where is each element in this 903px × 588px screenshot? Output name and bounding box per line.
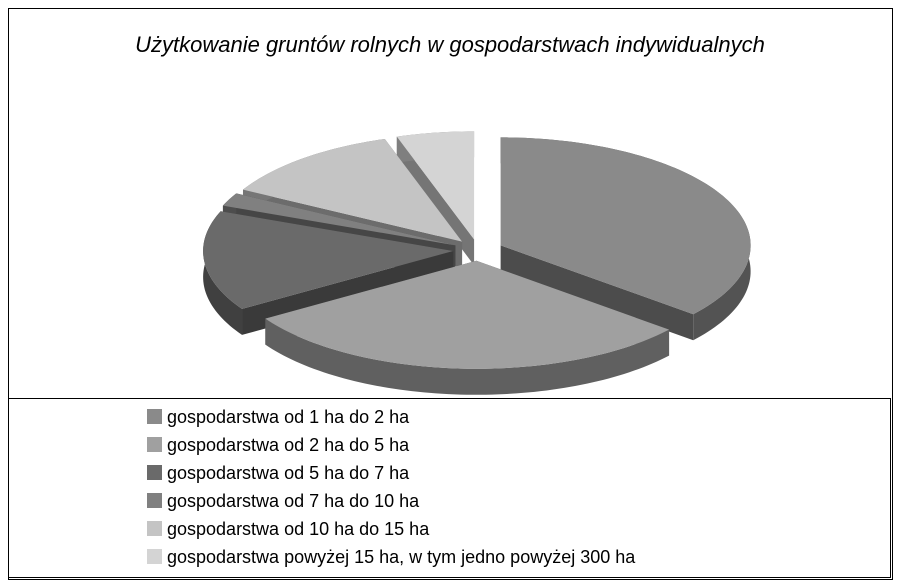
pie-slice: [242, 138, 463, 242]
legend-entry: gospodarstwa od 1 ha do 2 ha: [147, 405, 409, 429]
legend-swatch: [147, 493, 162, 508]
legend-swatch: [147, 437, 162, 452]
slice-wall: [265, 318, 670, 395]
chart-title: Użytkowanie gruntów rolnych w gospodarst…: [135, 32, 765, 57]
legend-swatch: [147, 409, 162, 424]
slice-side: [500, 245, 694, 341]
legend-swatch: [147, 465, 162, 480]
legend-entry: gospodarstwa od 2 ha do 5 ha: [147, 433, 409, 457]
legend-entry: gospodarstwa powyżej 15 ha, w tym jedno …: [147, 545, 635, 569]
legend-label: gospodarstwa od 2 ha do 5 ha: [167, 435, 410, 455]
legend-label: gospodarstwa od 7 ha do 10 ha: [167, 491, 420, 511]
pie-slice: [265, 260, 670, 369]
pie-slice: [203, 211, 454, 309]
legend-entry: gospodarstwa od 5 ha do 7 ha: [147, 461, 409, 485]
pie-slice: [500, 137, 751, 315]
chart: [203, 131, 751, 395]
legend-swatch: [147, 521, 162, 536]
legend-label: gospodarstwa od 1 ha do 2 ha: [167, 407, 410, 427]
legend-swatch: [147, 549, 162, 564]
legend: gospodarstwa od 1 ha do 2 ha gospodarstwa…: [8, 398, 891, 578]
pie-slice: [222, 193, 456, 246]
legend-label: gospodarstwa od 5 ha do 7 ha: [167, 463, 410, 483]
legend-label: gospodarstwa od 10 ha do 15 ha: [167, 519, 430, 539]
legend-entry: gospodarstwa od 10 ha do 15 ha: [147, 517, 429, 541]
legend-entry: gospodarstwa od 7 ha do 10 ha: [147, 489, 419, 513]
pie-slice: [396, 131, 475, 240]
legend-label: gospodarstwa powyżej 15 ha, w tym jedno …: [167, 547, 636, 567]
